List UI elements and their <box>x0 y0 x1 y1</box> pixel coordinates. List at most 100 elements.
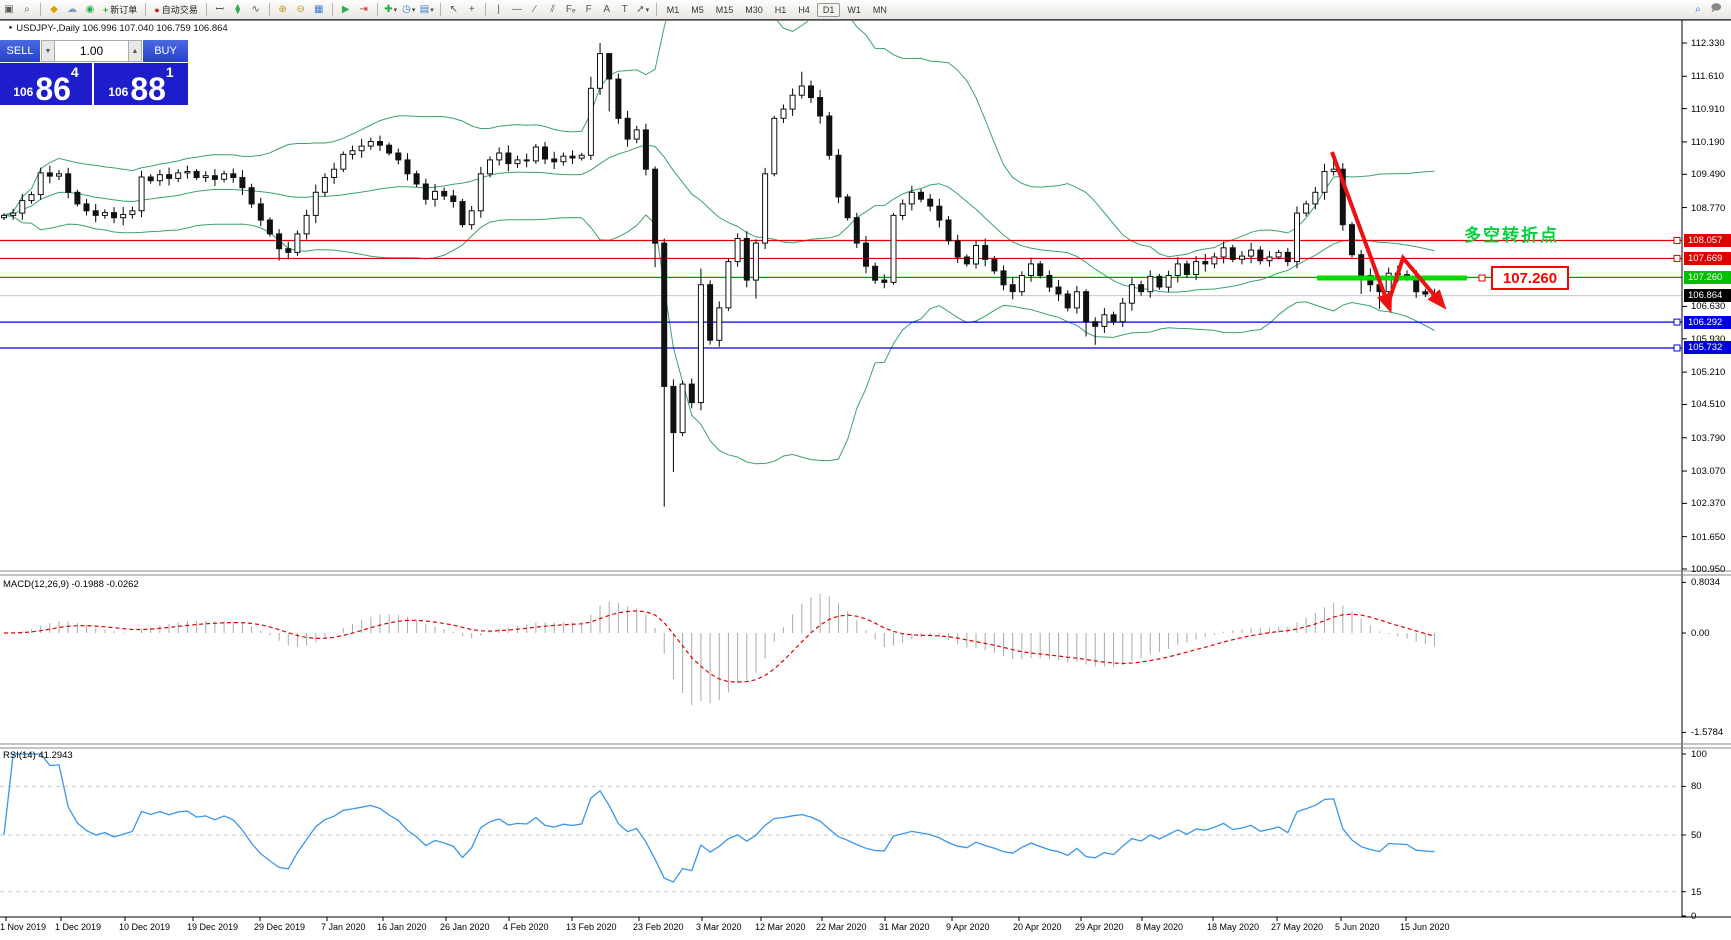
timeframe-M5-button[interactable]: M5 <box>691 4 704 15</box>
toolbar-separator <box>439 3 441 16</box>
timeframe-H4-button[interactable]: H4 <box>798 4 810 15</box>
dropdown-caret-icon[interactable]: ▾ <box>645 6 650 14</box>
date-tick-label: 29 Dec 2019 <box>254 922 306 932</box>
price-tick-label: 109.490 <box>1691 169 1726 180</box>
date-tick-label: 5 Jun 2020 <box>1335 922 1380 932</box>
price-line-tag: 107.260 <box>1684 271 1731 284</box>
tile-windows-icon[interactable]: ▦ <box>314 4 324 15</box>
date-tick-label: 19 Dec 2019 <box>187 922 239 932</box>
signal-icon[interactable]: ◉ <box>85 4 95 15</box>
dropdown-caret-icon[interactable]: ▾ <box>411 6 416 14</box>
rsi-tick-label: 0 <box>1691 911 1697 922</box>
pivot-annotation-text[interactable]: 多空转折点 <box>1464 226 1559 245</box>
cloud-icon[interactable]: ☁ <box>67 4 77 15</box>
date-tick-label: 15 Jun 2020 <box>1400 922 1450 932</box>
horizontal-line-icon[interactable]: — <box>511 4 522 15</box>
candlestick-icon[interactable]: ⧫ <box>235 4 241 15</box>
text-label-icon[interactable]: T <box>621 4 628 15</box>
date-tick-label: 31 Mar 2020 <box>879 922 930 932</box>
sell-price-figure: 106 <box>13 85 34 99</box>
toolbar-separator <box>484 3 486 16</box>
new-order-button[interactable]: + 新订单 <box>100 2 140 17</box>
text-icon[interactable]: A <box>603 4 611 15</box>
buy-button[interactable]: BUY <box>142 40 188 62</box>
date-tick-label: 8 May 2020 <box>1136 922 1184 932</box>
price-tick-label: 103.070 <box>1691 466 1726 477</box>
price-tick-label: 100.950 <box>1691 564 1726 575</box>
price-tick-label: 105.210 <box>1691 367 1726 378</box>
price-line-tag: 105.732 <box>1684 341 1731 354</box>
date-tick-label: 29 Apr 2020 <box>1075 922 1124 932</box>
timeframe-W1-button[interactable]: W1 <box>847 4 861 15</box>
toolbar-separator <box>40 3 41 16</box>
timeframe-MN-button[interactable]: MN <box>872 4 887 15</box>
crosshair-icon[interactable]: + <box>468 4 475 15</box>
date-tick-label: 4 Feb 2020 <box>503 922 549 932</box>
gold-icon[interactable]: ◆ <box>50 4 58 15</box>
zoom-out-icon[interactable]: ⊖ <box>296 4 305 15</box>
timeframe-M1-button[interactable]: M1 <box>666 4 680 15</box>
trendline-icon[interactable]: ∕ <box>533 4 536 15</box>
sell-price-pip: 4 <box>70 64 79 80</box>
bar-chart-icon[interactable]: 𝄩 <box>215 4 224 15</box>
new-order-button-label: 新订单 <box>110 5 138 15</box>
toolbar-separator <box>205 3 207 16</box>
macd-label: MACD(12,26,9) -0.1988 -0.0262 <box>3 579 139 590</box>
search-icon[interactable]: ⌕ <box>1695 4 1701 15</box>
indicators-icon[interactable]: ✚ ▾ <box>384 4 398 15</box>
date-tick-label: 10 Dec 2019 <box>119 922 171 932</box>
auto-scroll-icon[interactable]: ▶ <box>341 4 350 15</box>
chat-icon[interactable]: 🗩 <box>1710 3 1722 14</box>
channel-icon[interactable]: ⫽ <box>550 4 555 15</box>
arrows-icon[interactable]: ➚ ▾ <box>636 4 650 15</box>
macd-tick-label: -1.5784 <box>1691 727 1724 738</box>
buy-price-figure: 106 <box>108 85 129 99</box>
fibonacci-icon[interactable]: Fₑ <box>565 4 576 15</box>
preview-icon[interactable]: ⌕ <box>24 4 30 15</box>
toolbar-separator <box>331 3 333 16</box>
sell-button[interactable]: SELL <box>0 40 41 62</box>
zoom-in-icon[interactable]: ⊕ <box>278 4 287 15</box>
templates-icon[interactable]: ▤ ▾ <box>419 4 434 15</box>
sell-price-box[interactable]: 106 86 4 <box>0 63 94 105</box>
rsi-tick-label: 100 <box>1691 749 1707 760</box>
chart-shift-icon[interactable]: ⇥ <box>359 4 368 15</box>
periods-icon[interactable]: ◷ ▾ <box>402 4 416 15</box>
price-line-tag: 107.669 <box>1684 252 1731 265</box>
timeframe-D1-button[interactable]: D1 <box>816 2 841 17</box>
new-chart-icon[interactable]: ▣ <box>4 4 14 15</box>
date-tick-label: 16 Jan 2020 <box>377 922 427 932</box>
dropdown-caret-icon[interactable]: ▾ <box>393 6 398 14</box>
timeframe-H1-button[interactable]: H1 <box>774 4 787 15</box>
line-chart-icon[interactable]: ∿ <box>251 4 260 15</box>
macd-tick-label: 0.00 <box>1691 628 1710 639</box>
date-tick-label: 13 Feb 2020 <box>566 922 617 932</box>
buy-price-box[interactable]: 106 88 1 <box>94 63 188 105</box>
support-price-callout[interactable]: 107.260 <box>1491 266 1569 290</box>
dropdown-caret-icon[interactable]: ▾ <box>430 6 434 14</box>
price-line-tag: 106.864 <box>1684 289 1731 302</box>
date-tick-label: 1 Dec 2019 <box>55 922 102 932</box>
timeframe-M30-button[interactable]: M30 <box>745 4 763 15</box>
autotrading-button[interactable]: ● 自动交易 <box>151 2 200 17</box>
date-tick-label: 9 Apr 2020 <box>946 922 990 932</box>
toolbar-separator <box>376 3 378 16</box>
timeframe-M15-button[interactable]: M15 <box>715 4 734 15</box>
price-tick-label: 104.510 <box>1691 399 1726 410</box>
date-tick-label: 3 Mar 2020 <box>696 922 742 932</box>
fibo-expansion-icon[interactable]: F <box>585 4 592 15</box>
volume-field[interactable]: 1.00 <box>55 40 128 62</box>
rsi-tick-label: 15 <box>1691 887 1702 898</box>
date-tick-label: 23 Feb 2020 <box>633 922 684 932</box>
autotrading-button-icon: ● <box>154 4 160 15</box>
new-order-button-icon: + <box>103 4 109 15</box>
volume-stepper-down[interactable]: ▼ <box>41 40 55 62</box>
vertical-line-icon[interactable]: | <box>497 4 501 15</box>
cursor-icon[interactable]: ↖ <box>449 4 458 15</box>
volume-stepper-up[interactable]: ▲ <box>128 40 142 62</box>
symbol-marker-icon: ‣ <box>8 23 14 34</box>
price-line-tag: 108.057 <box>1684 234 1731 247</box>
price-tick-label: 112.330 <box>1691 38 1725 49</box>
